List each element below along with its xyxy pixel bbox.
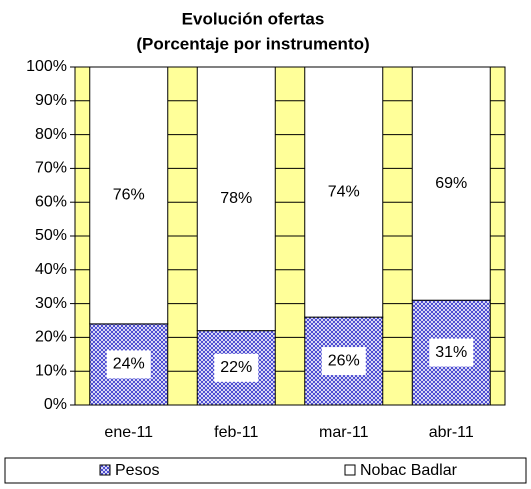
x-tick-label: feb-11 — [214, 424, 258, 441]
y-tick-label: 0% — [44, 396, 67, 413]
data-label: 31% — [435, 344, 467, 361]
chart-subtitle: (Porcentaje por instrumento) — [136, 34, 369, 53]
data-label: 24% — [113, 356, 145, 373]
y-tick-label: 10% — [35, 362, 67, 379]
y-tick-label: 80% — [35, 126, 67, 143]
y-tick-label: 50% — [35, 227, 67, 244]
data-label: 74% — [328, 183, 360, 200]
legend-label: Pesos — [115, 462, 159, 479]
chart-title: Evolución ofertas — [182, 9, 325, 28]
label-bg — [429, 338, 474, 367]
y-tick-label: 30% — [35, 295, 67, 312]
data-label: 69% — [435, 175, 467, 192]
y-tick-label: 60% — [35, 193, 67, 210]
bar-segment — [304, 66, 384, 318]
bar-segment — [89, 66, 169, 325]
data-label: 26% — [328, 352, 360, 369]
data-label: 78% — [220, 190, 252, 207]
data-label: 76% — [113, 187, 145, 204]
legend-swatch — [99, 464, 111, 476]
bar-segment — [411, 66, 491, 301]
legend-label: Nobac Badlar — [360, 462, 458, 479]
x-tick-label: mar-11 — [319, 424, 369, 441]
data-label: 22% — [220, 359, 252, 376]
legend-box — [4, 457, 527, 484]
label-bg — [321, 347, 366, 376]
x-tick-label: abr-11 — [429, 424, 474, 441]
legend-swatch — [344, 464, 356, 476]
x-tick-label: ene-11 — [104, 424, 153, 441]
label-bg — [214, 353, 259, 382]
label-bg — [106, 350, 151, 379]
y-tick-label: 100% — [26, 58, 67, 75]
bar-segment — [196, 66, 276, 332]
y-tick-label: 40% — [35, 261, 67, 278]
y-tick-label: 90% — [35, 92, 67, 109]
y-tick-label: 70% — [35, 160, 67, 177]
y-tick-label: 20% — [35, 329, 67, 346]
plot-border — [74, 66, 506, 406]
